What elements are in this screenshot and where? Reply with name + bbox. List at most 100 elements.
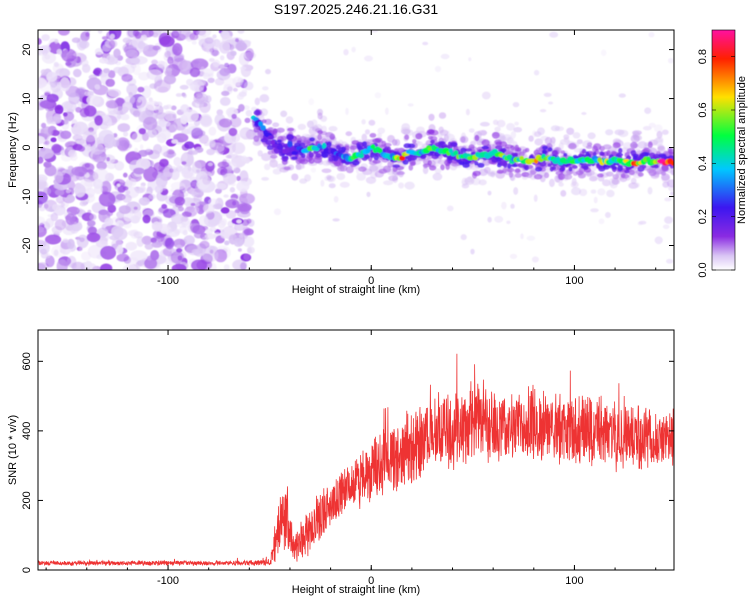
speckle <box>509 253 518 259</box>
ridge-halo <box>620 174 630 179</box>
noise-blob <box>95 240 108 248</box>
speckle <box>261 177 269 181</box>
noise-blob <box>220 207 230 214</box>
noise-blob <box>65 61 72 66</box>
colorbar-gradient <box>712 30 735 270</box>
noise-blob <box>172 30 182 37</box>
noise-blob <box>138 128 146 135</box>
noise-blob <box>137 86 145 93</box>
ridge-halo <box>313 156 322 164</box>
noise-blob <box>54 38 59 44</box>
noise-blob <box>140 182 146 187</box>
noise-blob <box>116 114 122 119</box>
ridge-halo <box>649 152 656 159</box>
noise-blob <box>171 139 179 144</box>
ridge-halo <box>430 139 435 144</box>
noise-blob <box>71 261 85 270</box>
colorbar-tick-label: 0.2 <box>697 209 709 224</box>
noise-blob <box>237 30 245 34</box>
speckle <box>590 208 599 213</box>
noise-blob <box>66 194 74 203</box>
ridge-halo <box>547 147 553 152</box>
noise-blob <box>214 78 225 86</box>
noise-blob <box>113 48 121 59</box>
ridge-halo <box>496 119 506 128</box>
noise-blob <box>219 96 231 106</box>
x-tick-label: -100 <box>157 575 179 587</box>
y-tick-label: 0 <box>21 144 33 150</box>
ridge-halo <box>571 165 578 169</box>
noise-blob <box>97 30 103 34</box>
speckle <box>262 86 269 91</box>
noise-blob <box>237 77 244 83</box>
ridge-cell <box>589 159 596 164</box>
noise-blob <box>164 121 171 127</box>
ridge-halo <box>253 135 260 142</box>
noise-blob <box>157 60 165 68</box>
noise-blob <box>212 59 221 68</box>
noise-blob <box>86 232 101 243</box>
ridge-halo <box>299 159 309 165</box>
noise-blob <box>108 70 116 79</box>
noise-blob <box>235 42 248 52</box>
noise-blob <box>208 73 214 78</box>
speckle <box>374 92 382 99</box>
noise-blob <box>194 200 200 204</box>
noise-blob <box>94 115 103 126</box>
ridge-halo <box>655 136 664 143</box>
noise-blob <box>204 37 214 44</box>
ridge-halo <box>535 166 543 172</box>
ridge-halo <box>349 145 358 150</box>
noise-blob <box>117 123 131 133</box>
speckle <box>531 256 539 263</box>
noise-blob <box>181 152 188 162</box>
ridge-halo <box>267 150 274 155</box>
spectrogram-frame <box>37 29 675 271</box>
noise-blob <box>82 130 98 143</box>
noise-blob <box>173 54 184 63</box>
noise-blob <box>115 136 120 140</box>
noise-blob <box>236 219 242 224</box>
speckle <box>520 233 524 240</box>
ridge-halo <box>438 112 447 119</box>
noise-blob <box>133 167 145 175</box>
noise-blob <box>84 260 93 269</box>
noise-blob <box>182 93 187 99</box>
speckle <box>661 129 669 135</box>
noise-blob <box>193 231 204 239</box>
noise-blob <box>206 47 213 54</box>
ridge-halo <box>291 173 299 181</box>
ridge-halo <box>642 126 652 131</box>
speckle <box>460 234 467 241</box>
noise-blob <box>170 188 174 192</box>
noise-blob <box>245 40 252 45</box>
noise-blob <box>122 194 132 203</box>
noise-blob <box>200 115 213 128</box>
noise-blob <box>102 44 112 52</box>
noise-blob <box>116 245 124 255</box>
noise-blob <box>153 144 162 155</box>
ridge-halo <box>297 123 306 130</box>
y-tick-label: 20 <box>21 43 33 55</box>
ridge-halo <box>552 166 556 171</box>
noise-blob <box>87 209 92 214</box>
noise-blob <box>220 218 227 226</box>
noise-blob <box>221 90 230 97</box>
ridge-halo <box>563 152 568 157</box>
noise-blob <box>141 235 153 245</box>
colorbar-label: Normalized spectral amplitude <box>736 76 748 224</box>
ridge-halo <box>500 161 508 167</box>
ridge-halo <box>253 127 260 133</box>
ridge-halo <box>339 181 350 188</box>
noise-blob <box>193 60 200 64</box>
ridge-halo <box>259 94 270 103</box>
noise-blob <box>122 37 131 44</box>
y-tick-label: 400 <box>21 422 33 440</box>
speckle <box>666 258 674 264</box>
noise-blob <box>38 148 54 159</box>
ridge-cell <box>287 141 293 148</box>
ridge-halo <box>326 141 332 148</box>
colorbar-tick-label: 0.0 <box>697 262 709 277</box>
noise-blob <box>205 211 215 220</box>
